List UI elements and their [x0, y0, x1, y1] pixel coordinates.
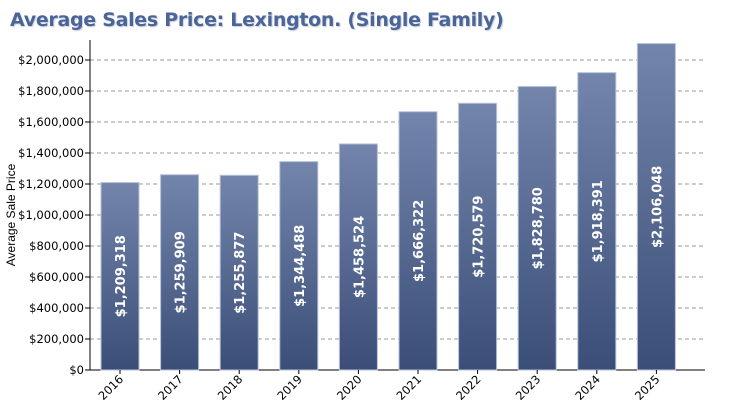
- data-label: $1,209,318: [114, 235, 129, 317]
- data-label: $1,720,579: [472, 196, 487, 278]
- x-tick-label: 2025: [632, 372, 663, 403]
- y-tick-label: $1,400,000: [18, 146, 84, 160]
- data-label: $2,106,048: [650, 166, 665, 248]
- chart-title: Average Sales Price: Lexington. (Single …: [10, 9, 504, 31]
- x-tick-label: 2017: [155, 372, 186, 403]
- x-tick-label: 2016: [96, 372, 127, 403]
- data-label: $1,344,488: [293, 225, 308, 307]
- x-tick-label: 2024: [572, 372, 603, 403]
- y-tick-label: $1,200,000: [18, 177, 84, 191]
- data-label: $1,918,391: [591, 180, 606, 262]
- data-label: $1,259,909: [174, 231, 189, 313]
- bar: [517, 86, 557, 371]
- y-tick-label: $1,600,000: [18, 115, 84, 129]
- bar: [398, 111, 438, 371]
- y-tick-label: $400,000: [29, 301, 84, 315]
- bar: [219, 174, 259, 371]
- x-tick-label: 2018: [215, 372, 246, 403]
- bar: [279, 161, 319, 371]
- bar: [577, 72, 617, 371]
- x-tick-label: 2023: [513, 372, 544, 403]
- y-axis-label: Average Sale Price: [4, 163, 18, 266]
- x-tick-label: 2021: [394, 372, 425, 403]
- bar: [338, 143, 378, 371]
- y-tick-label: $0: [69, 363, 84, 377]
- y-tick-label: $600,000: [29, 270, 84, 284]
- data-label: $1,666,322: [412, 200, 427, 282]
- y-tick-label: $1,000,000: [18, 208, 84, 222]
- y-tick-label: $2,000,000: [18, 53, 84, 67]
- data-label: $1,828,780: [531, 187, 546, 269]
- x-tick-label: 2019: [274, 372, 305, 403]
- bar: [160, 174, 200, 371]
- y-tick-label: $800,000: [29, 239, 84, 253]
- y-tick-label: $200,000: [29, 332, 84, 346]
- x-tick-label: 2022: [453, 372, 484, 403]
- x-tick-label: 2020: [334, 372, 365, 403]
- data-label: $1,458,524: [352, 216, 367, 298]
- y-tick-label: $1,800,000: [18, 84, 84, 98]
- bar: [100, 182, 140, 371]
- bar: [458, 102, 498, 371]
- data-label: $1,255,877: [233, 232, 248, 314]
